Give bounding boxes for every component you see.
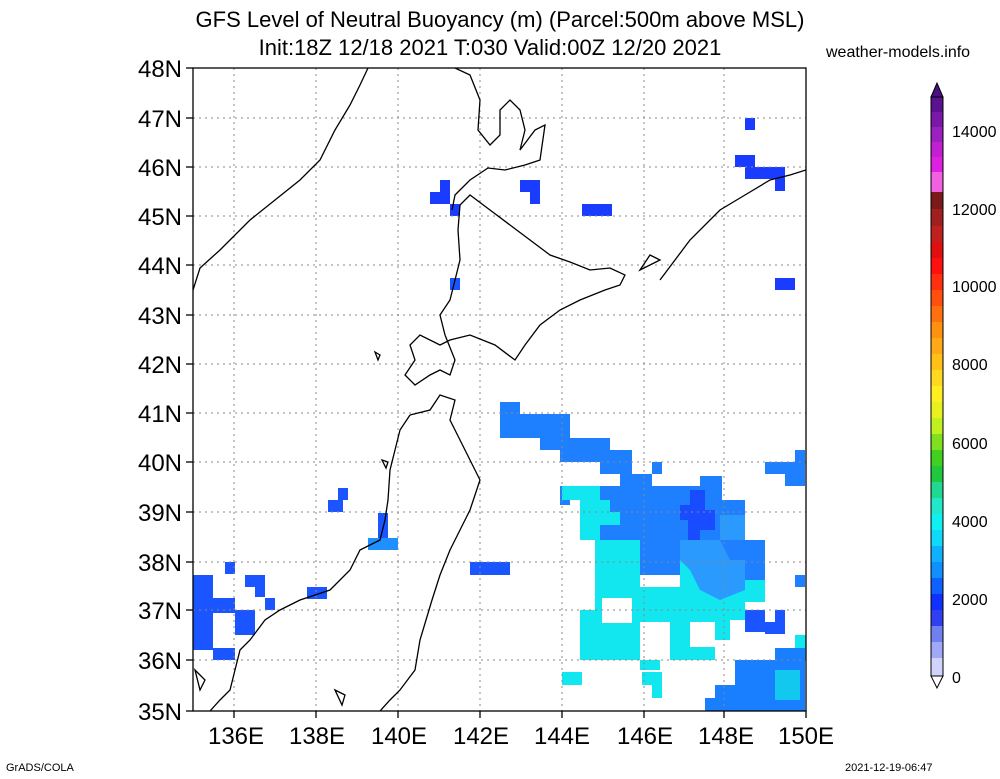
colorbar-labels: 14000 12000 10000 8000 6000 4000 2000 0 <box>952 124 997 687</box>
colorbar-label: 6000 <box>952 436 988 453</box>
source-site: weather-models.info <box>826 44 971 61</box>
lon-label: 138E <box>289 723 345 750</box>
lat-labels: 48N 47N 46N 45N 44N 43N 42N 41N 40N 39N … <box>138 56 182 726</box>
map-subtitle: Init:18Z 12/18 2021 T:030 Valid:00Z 12/2… <box>258 35 722 60</box>
map-frame <box>192 67 807 712</box>
lon-label: 136E <box>208 723 264 750</box>
lat-label: 42N <box>138 352 182 379</box>
lat-label: 43N <box>138 303 182 330</box>
lat-label: 37N <box>138 598 182 625</box>
footer-timestamp: 2021-12-19-06:47 <box>845 762 933 774</box>
lat-label: 48N <box>138 56 182 83</box>
lat-label: 41N <box>138 401 182 428</box>
colorbar <box>930 81 944 690</box>
lon-label: 146E <box>617 723 673 750</box>
colorbar-label: 2000 <box>952 592 988 609</box>
lon-label: 150E <box>778 723 834 750</box>
colorbar-label: 14000 <box>952 124 997 141</box>
lon-label: 142E <box>453 723 509 750</box>
lat-label: 46N <box>138 155 182 182</box>
lnb-field <box>193 118 806 711</box>
lon-labels: 136E 138E 140E 142E 144E 146E 148E 150E <box>208 723 834 750</box>
lon-label: 148E <box>698 723 754 750</box>
lon-label: 144E <box>534 723 590 750</box>
lat-label: 38N <box>138 550 182 577</box>
colorbar-label: 0 <box>952 670 961 687</box>
lat-label: 35N <box>138 699 182 726</box>
colorbar-label: 12000 <box>952 202 997 219</box>
lat-label: 47N <box>138 106 182 133</box>
colorbar-label: 4000 <box>952 514 988 531</box>
axis-ticks <box>186 67 807 718</box>
lat-label: 40N <box>138 450 182 477</box>
coastlines <box>193 68 806 711</box>
lat-label: 45N <box>138 204 182 231</box>
lon-label: 140E <box>371 723 427 750</box>
lat-label: 44N <box>138 253 182 280</box>
colorbar-label: 8000 <box>952 357 988 374</box>
colorbar-label: 10000 <box>952 279 997 296</box>
map-title: GFS Level of Neutral Buoyancy (m) (Parce… <box>195 7 805 32</box>
lat-label: 36N <box>138 648 182 675</box>
footer-credit: GrADS/COLA <box>6 762 74 774</box>
lat-label: 39N <box>138 500 182 527</box>
graticule <box>193 68 806 711</box>
